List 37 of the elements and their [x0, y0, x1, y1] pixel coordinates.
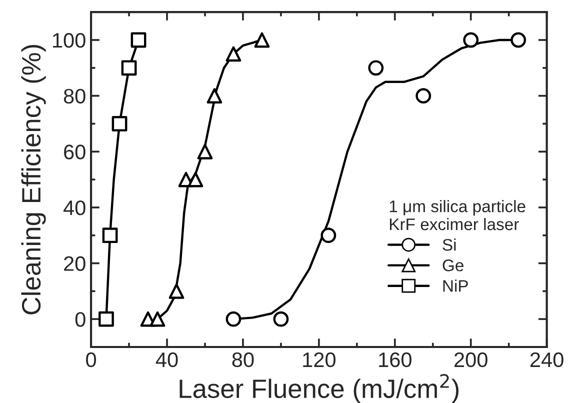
x-tick-label: 240	[530, 352, 564, 368]
y-tick-label: 0	[75, 312, 86, 327]
point	[510, 32, 526, 48]
x-tick-label: 200	[454, 352, 488, 368]
y-tick-label: 80	[64, 88, 86, 104]
point	[98, 311, 114, 327]
x-tick-label: 40	[156, 352, 178, 368]
point	[121, 60, 137, 76]
point	[226, 46, 242, 62]
point	[168, 283, 184, 299]
x-tick-label: 160	[379, 352, 412, 368]
x-axis-title: Laser Fluence (mJ/cm$^{2}$)	[180, 374, 459, 403]
y-tick-label: 20	[64, 256, 86, 272]
legend-label: Si	[442, 238, 456, 251]
point	[368, 60, 384, 76]
point	[150, 311, 166, 327]
x-tick-label: 80	[232, 352, 254, 368]
point	[112, 116, 128, 132]
point	[273, 311, 289, 327]
point	[463, 32, 479, 48]
x-tick-label: 0	[86, 352, 96, 368]
y-axis-title: Cleaning Efficiency (%)	[21, 45, 46, 314]
point	[254, 32, 270, 48]
point	[130, 32, 146, 48]
x-tick-label: 120	[303, 352, 336, 368]
point	[206, 88, 222, 104]
point	[197, 144, 213, 160]
y-tick-label: 100	[53, 33, 86, 48]
legend-label: Ge	[442, 259, 464, 272]
legend-label: NiP	[443, 280, 468, 292]
point	[320, 228, 336, 244]
point	[226, 311, 242, 327]
legend-title: 1 μm silica particle KrF excimer laser	[390, 200, 526, 230]
point	[102, 228, 118, 244]
y-tick-label: 40	[63, 200, 86, 216]
point	[416, 88, 432, 104]
y-tick-label: 60	[64, 144, 86, 160]
